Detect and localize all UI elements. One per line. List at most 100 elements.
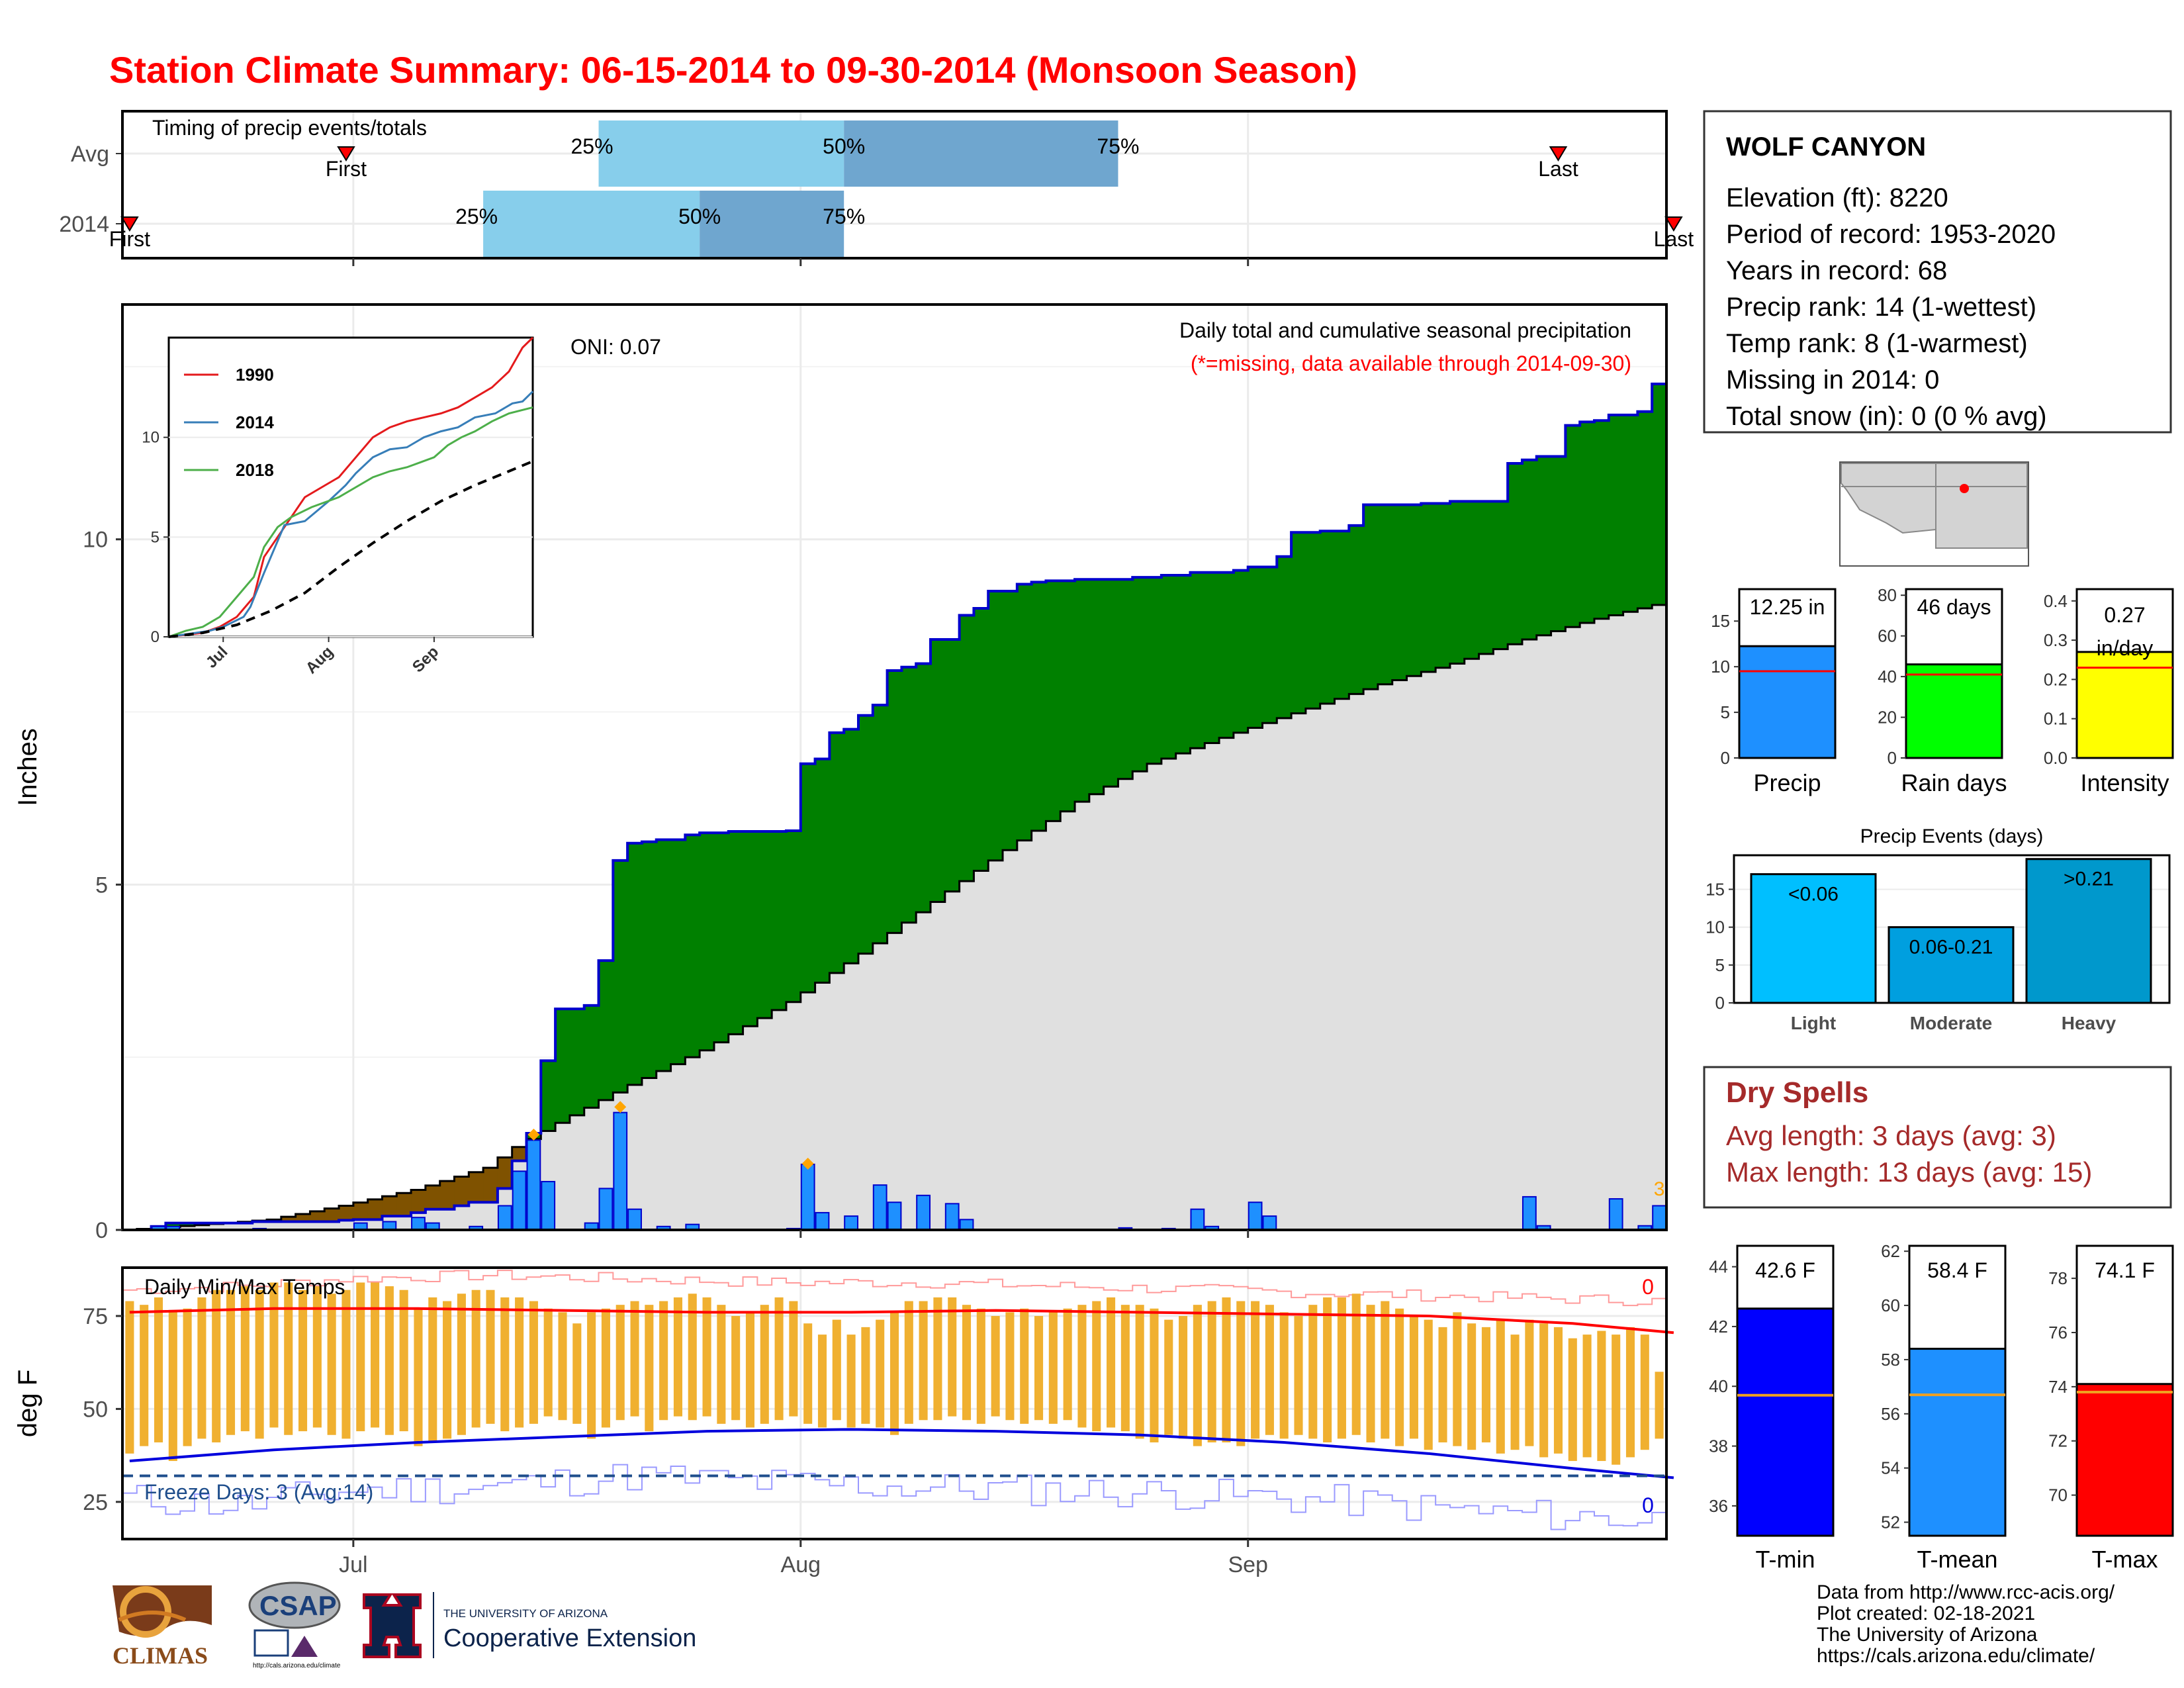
daily-precip-bar	[411, 1217, 426, 1231]
daily-temp-bar	[645, 1305, 654, 1432]
surplus-area	[944, 639, 960, 892]
daily-precip-bar	[1190, 1208, 1205, 1231]
summary-bar-tick-label: 0.4	[2044, 591, 2068, 611]
precip-y-axis-label: Inches	[13, 728, 42, 806]
daily-temp-bar	[1612, 1335, 1621, 1465]
daily-temp-bar	[817, 1335, 827, 1428]
daily-temp-bar	[1568, 1338, 1577, 1462]
events-tick-label: 15	[1706, 879, 1725, 899]
credit-line-1: Data from http://www.rcc-acis.org/	[1817, 1581, 2115, 1603]
daily-precip-bar	[613, 1111, 628, 1231]
daily-temp-bar	[1005, 1312, 1015, 1421]
daily-precip-bar	[1652, 1205, 1667, 1231]
daily-temp-bar	[1294, 1316, 1303, 1435]
surplus-area	[670, 839, 686, 1064]
temp-bar-tick-label: 72	[2048, 1431, 2068, 1451]
daily-marker	[527, 1129, 540, 1141]
daily-precip-bar	[526, 1139, 541, 1231]
station-info-line: Temp rank: 8 (1-warmest)	[1726, 329, 2028, 358]
daily-precip-bar	[1522, 1196, 1537, 1231]
daily-temp-bar	[1539, 1323, 1549, 1458]
temp-bar-value-label: 42.6 F	[1755, 1258, 1815, 1282]
deficit-area	[411, 1190, 426, 1213]
daily-temp-bar	[558, 1312, 567, 1421]
inset-series-2018	[168, 406, 533, 638]
precip-y-tick-label: 0	[95, 1218, 108, 1243]
avg-max-line	[129, 1307, 1674, 1335]
summary-bar-value	[1738, 645, 1837, 759]
surplus-area	[1003, 590, 1018, 851]
deficit-area	[483, 1168, 498, 1203]
dry-spells-avg: Avg length: 3 days (avg: 3)	[1726, 1120, 2056, 1151]
daily-temp-bar	[630, 1301, 639, 1417]
deficit-area	[310, 1211, 325, 1222]
temp-bar-tick-label: 56	[1881, 1404, 1900, 1424]
daily-temp-bar	[1395, 1308, 1404, 1446]
temp-bar-t-mean: 52 54 56 58 60 62 58.4 F T-mean	[1881, 1241, 2007, 1573]
timing-label-50: 50%	[823, 134, 865, 158]
surplus-area	[1277, 556, 1292, 718]
x-tick-label: Aug	[781, 1552, 821, 1577]
temp-bar-tick-label: 74	[2048, 1377, 2068, 1397]
surplus-area	[1334, 531, 1349, 699]
events-bar-label: Moderate	[1910, 1013, 1992, 1033]
temp-bar-tick-label: 78	[2048, 1268, 2068, 1288]
daily-temp-bar	[717, 1305, 726, 1424]
surplus-area	[1377, 504, 1393, 684]
surplus-area	[685, 835, 700, 1058]
timing-label-50: 50%	[678, 205, 721, 228]
station-info: WOLF CANYON Elevation (ft): 8220 Period of…	[1703, 110, 2172, 434]
daily-temp-bar	[904, 1301, 913, 1424]
avg-cumulative-area	[122, 604, 1666, 1230]
daily-precip-bar	[887, 1201, 902, 1231]
temp-bar-t-max: 70 72 74 76 78 74.1 F T-max	[2048, 1244, 2174, 1573]
daily-temp-bar	[543, 1308, 553, 1417]
inset-y-tick-label: 5	[151, 528, 159, 546]
timing-last-marker	[1549, 146, 1568, 162]
temp-panel-border	[121, 1266, 1668, 1540]
temp-bar-tick-label: 54	[1881, 1458, 1900, 1478]
surplus-area	[1132, 577, 1148, 772]
summary-bar-value-label: in/day	[2097, 636, 2153, 660]
temp-bar-tick-label: 44	[1709, 1257, 1728, 1277]
temp-bar-tick-label: 40	[1709, 1376, 1728, 1396]
events-bar	[2025, 858, 2152, 1004]
daily-temp-bar	[1481, 1327, 1490, 1442]
precip-panel-border	[121, 303, 1668, 1231]
surplus-area	[1608, 414, 1624, 616]
surplus-area	[901, 667, 917, 923]
inset-legend-label: 1990	[236, 365, 274, 385]
surplus-area	[1594, 420, 1610, 619]
daily-precip-bar	[916, 1194, 931, 1231]
summary-bar-value	[2075, 651, 2174, 759]
daily-temp-bar	[760, 1305, 769, 1424]
daily-temp-bar	[341, 1289, 351, 1439]
daily-temp-bar	[1236, 1301, 1246, 1446]
surplus-area	[1580, 422, 1595, 623]
surplus-area	[1291, 532, 1306, 714]
surplus-area	[1421, 503, 1436, 673]
daily-temp-bar	[673, 1297, 682, 1417]
inset-y-tick-label: 10	[142, 429, 159, 447]
surplus-area	[1161, 575, 1177, 759]
daily-precip-bar	[627, 1208, 642, 1231]
daily-temp-bar	[385, 1286, 394, 1435]
daily-temp-bar	[688, 1293, 697, 1421]
daily-temp-bar	[991, 1316, 1000, 1417]
surplus-area	[180, 1223, 195, 1227]
surplus-area	[1493, 501, 1508, 649]
x-tick-label: Jul	[339, 1552, 367, 1577]
daily-temp-bar	[731, 1316, 741, 1421]
avg-cumulative-line	[122, 604, 1666, 1231]
surplus-area	[1320, 531, 1336, 704]
surplus-area	[1147, 577, 1162, 764]
temp-bar-value-label: 58.4 F	[1927, 1258, 1987, 1282]
map-states	[1841, 463, 2028, 549]
surplus-area	[1190, 572, 1205, 749]
station-name: WOLF CANYON	[1726, 132, 1926, 162]
deficit-area	[512, 1147, 527, 1161]
daily-temp-bar	[861, 1327, 870, 1424]
timing-first-label: First	[326, 157, 367, 181]
summary-bar-precip: 0 5 10 15 12.25 in Precip	[1711, 588, 1837, 796]
